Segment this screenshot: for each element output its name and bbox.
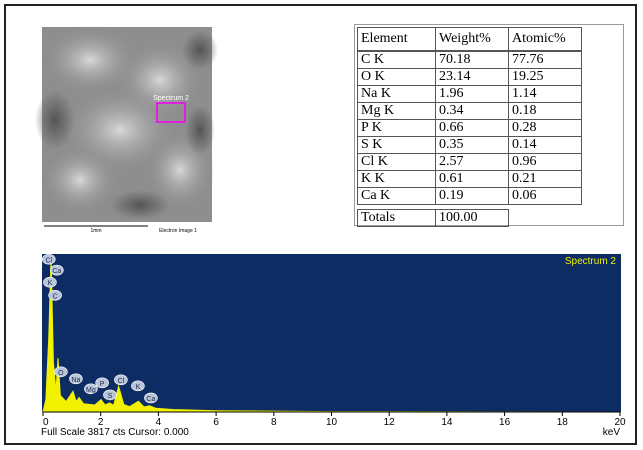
table-cell: 0.19	[436, 188, 509, 205]
table-cell: 1.14	[509, 86, 582, 103]
table-cell: 77.76	[509, 51, 582, 69]
table-cell: 23.14	[436, 69, 509, 86]
table-cell: C K	[358, 51, 436, 69]
table-cell: Ca K	[358, 188, 436, 205]
table-cell: 0.21	[509, 171, 582, 188]
table-cell: 1.96	[436, 86, 509, 103]
image-caption: Electron Image 1	[159, 228, 197, 234]
table-cell: 0.06	[509, 188, 582, 205]
table-cell: K K	[358, 171, 436, 188]
table-cell: Totals	[358, 210, 436, 227]
table-cell: S K	[358, 137, 436, 154]
table-cell: 70.18	[436, 51, 509, 69]
table-cell: 2.57	[436, 154, 509, 171]
table-cell: Atomic%	[509, 28, 582, 52]
table-cell: Mg K	[358, 103, 436, 120]
scale-label: 1mm	[90, 228, 101, 234]
table-cell: Cl K	[358, 154, 436, 171]
table-cell: 0.18	[509, 103, 582, 120]
region-label: Spectrum 2	[153, 95, 189, 102]
table-cell: 0.66	[436, 120, 509, 137]
table-cell: O K	[358, 69, 436, 86]
table-cell: Na K	[358, 86, 436, 103]
table-cell: 0.61	[436, 171, 509, 188]
table-cell: 0.14	[509, 137, 582, 154]
table-cell: 100.00	[436, 210, 509, 227]
table-cell: Element	[358, 28, 436, 52]
sem-image	[35, 25, 218, 230]
table-cell: 0.28	[509, 120, 582, 137]
table-cell: P K	[358, 120, 436, 137]
table-cell: 0.96	[509, 154, 582, 171]
table-cell: Weight%	[436, 28, 509, 52]
table-cell: 19.25	[509, 69, 582, 86]
page: Spectrum 2 1mm Electron Image 1 ElementW…	[0, 0, 643, 450]
table-cell: 0.34	[436, 103, 509, 120]
table-cell: 0.35	[436, 137, 509, 154]
